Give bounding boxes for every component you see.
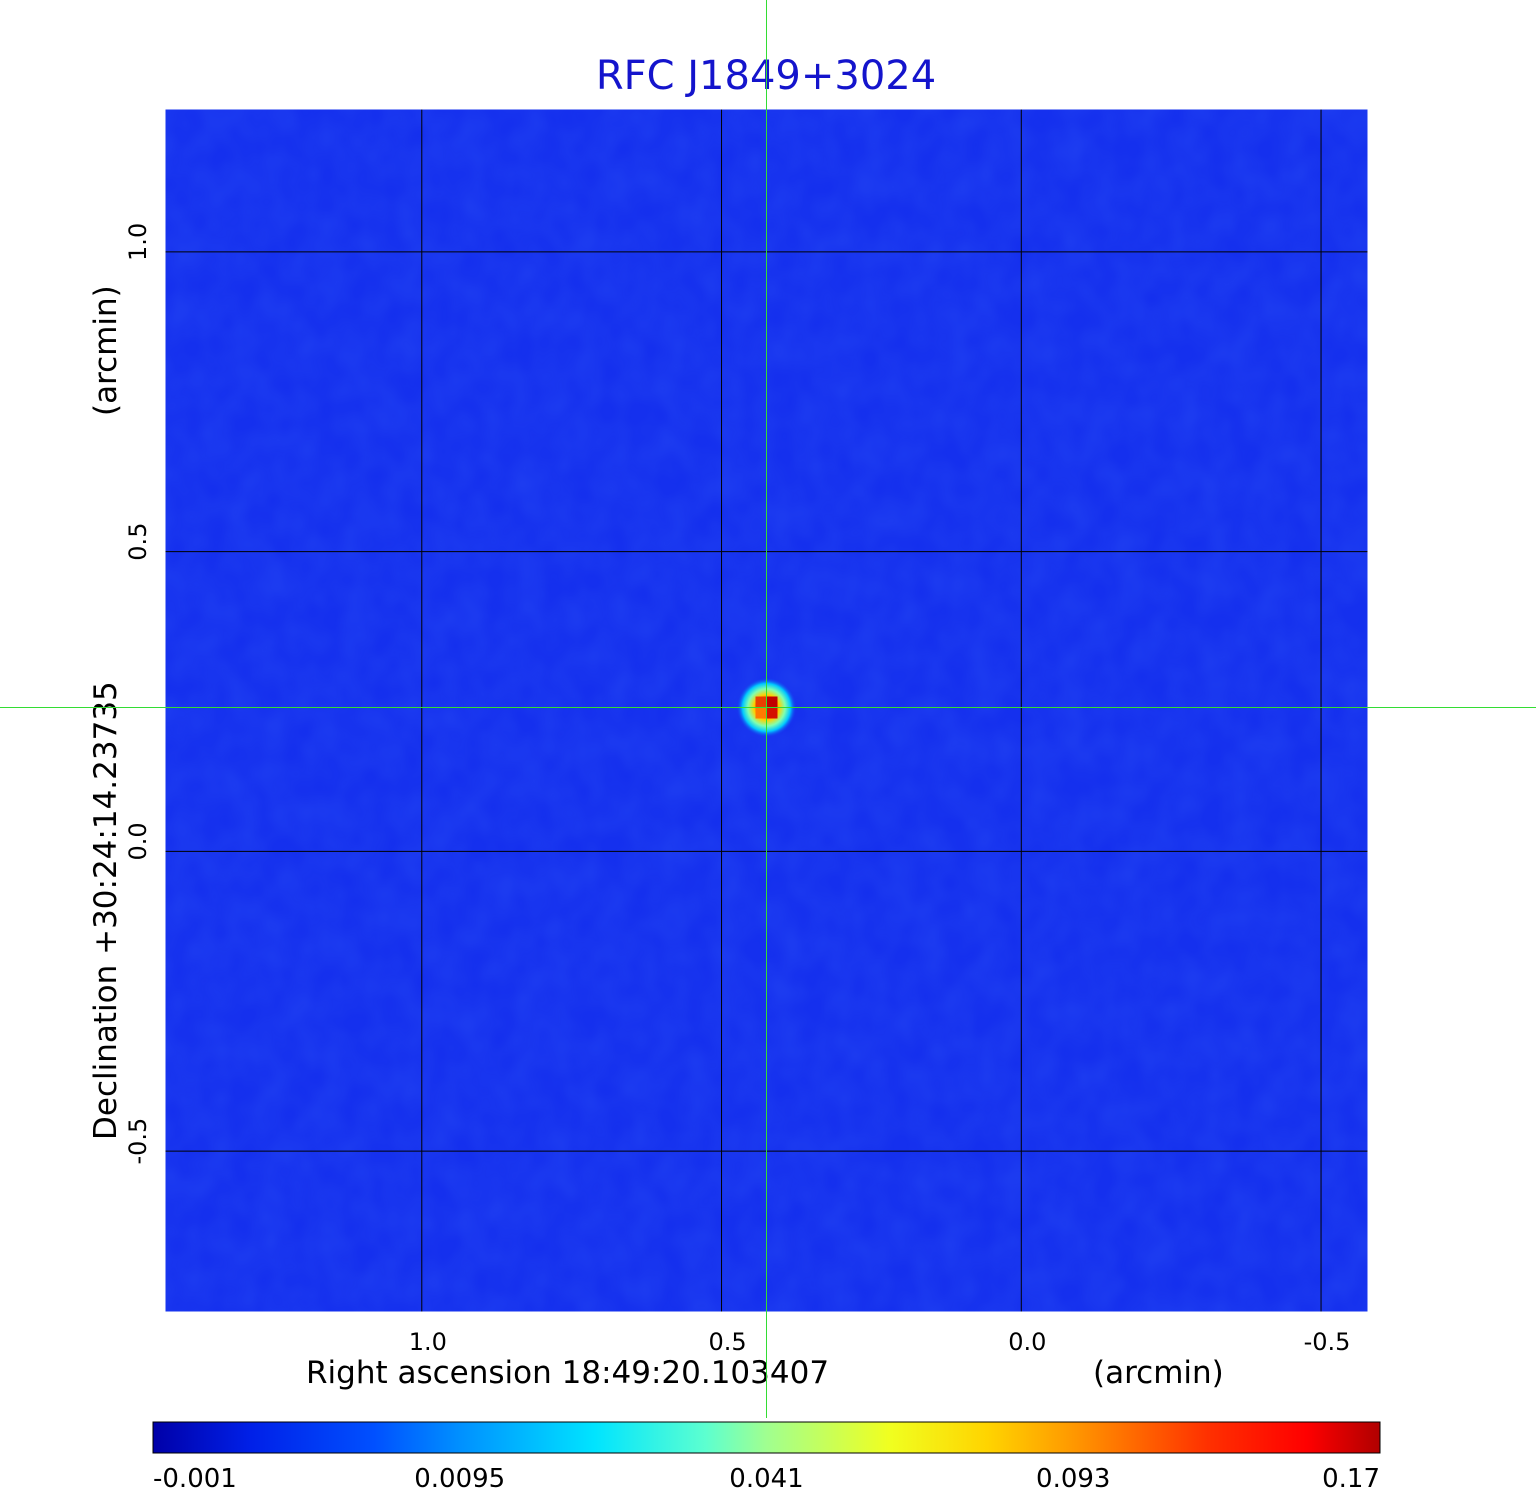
source-pixel xyxy=(755,707,767,719)
colorbar-tick-label: 0.17 xyxy=(1322,1464,1380,1494)
x-axis-label: Right ascension 18:49:20.103407 xyxy=(306,1355,829,1391)
x-tick-label: 0.5 xyxy=(708,1328,746,1356)
colorbar-tick-label: 0.0095 xyxy=(414,1464,505,1494)
y-tick-label: 1.0 xyxy=(124,223,152,261)
y-tick-label: -0.5 xyxy=(124,1118,152,1165)
y-tick-label: 0.0 xyxy=(124,822,152,860)
colorbar-scale xyxy=(152,1421,1381,1454)
colorbar-tick-label: 0.041 xyxy=(729,1464,803,1494)
x-tick-label: -0.5 xyxy=(1304,1328,1351,1356)
source-pixel xyxy=(766,707,778,719)
x-axis-ticks: 1.0 0.5 0.0 -0.5 xyxy=(409,1328,1351,1356)
source-pixel xyxy=(766,696,778,708)
colorbar-tick-label: 0.093 xyxy=(1036,1464,1110,1494)
x-tick-label: 1.0 xyxy=(409,1328,447,1356)
colorbar: -0.001 0.0095 0.041 0.093 0.17 xyxy=(152,1421,1381,1494)
x-tick-label: 0.0 xyxy=(1008,1328,1046,1356)
y-axis-ticks: 1.0 0.5 0.0 -0.5 xyxy=(124,223,152,1165)
crosshair xyxy=(0,0,1536,1418)
y-axis-unit: (arcmin) xyxy=(88,285,124,416)
y-axis-label: Declination +30:24:14.23735 xyxy=(88,681,124,1140)
y-tick-label: 0.5 xyxy=(124,523,152,561)
source-pixel xyxy=(755,696,767,708)
x-axis-unit: (arcmin) xyxy=(1093,1355,1224,1391)
colorbar-tick-label: -0.001 xyxy=(153,1464,237,1494)
